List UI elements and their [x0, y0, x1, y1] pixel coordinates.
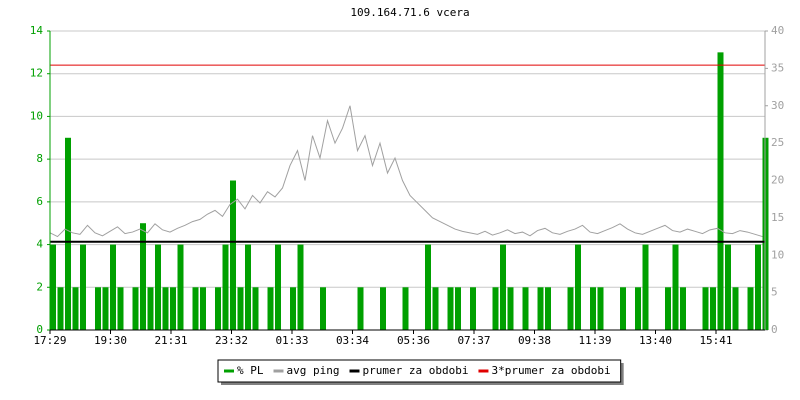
bar — [162, 287, 169, 330]
legend: % PL avg ping prumer za obdobi 3*prumer za … — [217, 359, 624, 385]
bar — [732, 287, 739, 330]
bar — [507, 287, 514, 330]
bar — [425, 244, 431, 330]
bar — [222, 244, 229, 330]
bar — [230, 180, 236, 330]
x-tick-label: 21:31 — [154, 334, 187, 347]
legend-label: prumer za obdobi — [362, 364, 468, 377]
x-tick-label: 05:36 — [397, 334, 430, 347]
x-tick-label: 17:29 — [33, 334, 66, 347]
legend-label: 3*prumer za obdobi — [491, 364, 610, 377]
y2-tick-label: 10 — [771, 248, 784, 261]
x-tick-label: 01:33 — [275, 334, 308, 347]
bar — [147, 287, 154, 330]
bar — [357, 287, 364, 330]
bar — [447, 287, 454, 330]
bar — [320, 287, 326, 330]
bar — [522, 287, 529, 330]
x-tick-label: 19:30 — [94, 334, 127, 347]
bar — [200, 287, 206, 330]
bar — [590, 287, 596, 330]
y2-tick-label: 40 — [771, 24, 784, 37]
bar — [290, 287, 296, 330]
bar — [132, 287, 139, 330]
bar — [275, 244, 281, 330]
bar — [665, 287, 671, 330]
bar — [702, 287, 709, 330]
bar — [470, 287, 476, 330]
legend-box — [217, 359, 622, 383]
bar — [537, 287, 544, 330]
chart-title: 109.164.71.6 vcera — [350, 6, 469, 19]
bar — [500, 244, 506, 330]
bar — [252, 287, 259, 330]
bar — [672, 244, 679, 330]
bar — [192, 287, 199, 330]
bar — [50, 244, 56, 330]
bar — [545, 287, 551, 330]
bar — [710, 287, 716, 330]
bar — [170, 287, 176, 330]
y-tick-label: 6 — [36, 195, 43, 208]
x-tick-label: 13:40 — [639, 334, 672, 347]
bar — [102, 287, 109, 330]
bar — [575, 244, 581, 330]
bar — [57, 287, 64, 330]
y-tick-label: 12 — [30, 67, 43, 80]
y2-tick-label: 30 — [771, 99, 784, 112]
bar — [177, 244, 184, 330]
bar — [117, 287, 124, 330]
bar — [245, 244, 251, 330]
bar — [72, 287, 79, 330]
bar — [380, 287, 386, 330]
bar — [567, 287, 574, 330]
y-tick-label: 10 — [30, 109, 43, 122]
y-tick-label: 8 — [36, 152, 43, 165]
y2-tick-label: 15 — [771, 211, 784, 224]
bar — [642, 244, 649, 330]
bar — [717, 52, 724, 330]
y-tick-label: 4 — [36, 238, 43, 251]
y2-tick-label: 20 — [771, 174, 784, 187]
bar — [267, 287, 274, 330]
line — [49, 105, 763, 238]
bar — [95, 287, 101, 330]
y2-tick-label: 5 — [771, 286, 778, 299]
x-tick-label: 11:39 — [578, 334, 611, 347]
bar — [432, 287, 439, 330]
bar — [620, 287, 626, 330]
bar — [215, 287, 221, 330]
y-tick-label: 14 — [30, 24, 44, 37]
bar — [725, 244, 731, 330]
bar — [597, 287, 604, 330]
legend-label: avg ping — [287, 364, 340, 377]
bar — [455, 287, 461, 330]
bar — [80, 244, 86, 330]
y-tick-label: 2 — [36, 280, 43, 293]
bar — [680, 287, 686, 330]
x-tick-label: 09:38 — [518, 334, 551, 347]
bar — [755, 244, 761, 330]
bar — [747, 287, 754, 330]
legend-label: % PL — [237, 364, 264, 377]
y2-tick-label: 25 — [771, 136, 784, 149]
bar — [237, 287, 244, 330]
bar — [155, 244, 161, 330]
bar — [635, 287, 641, 330]
x-tick-label: 15:41 — [699, 334, 732, 347]
y2-tick-label: 0 — [771, 323, 778, 336]
x-tick-label: 07:37 — [457, 334, 490, 347]
y-tick-label: 0 — [36, 323, 43, 336]
bar — [110, 244, 116, 330]
x-tick-label: 03:34 — [336, 334, 369, 347]
y2-tick-label: 35 — [771, 61, 784, 74]
bar — [65, 137, 71, 330]
bar — [402, 287, 409, 330]
bar — [140, 223, 146, 330]
bar — [492, 287, 499, 330]
x-tick-label: 23:32 — [215, 334, 248, 347]
bar — [297, 244, 304, 330]
